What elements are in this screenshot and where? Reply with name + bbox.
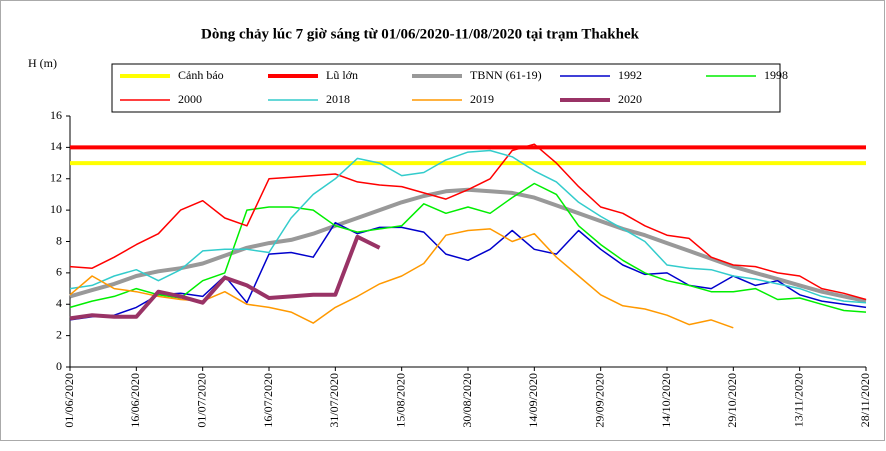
legend-label: Cảnh báo [178,68,224,82]
legend-label: 2019 [470,92,494,106]
chart-title: Dòng chảy lúc 7 giờ sáng từ 01/06/2020-1… [201,26,640,42]
x-tick-label: 13/11/2020 [791,373,805,427]
x-tick-label: 29/09/2020 [592,373,606,428]
y-tick-label: 0 [56,359,62,373]
legend-label: 1998 [764,68,788,82]
y-tick-label: 10 [50,202,62,216]
y-axis-label: H (m) [28,56,57,70]
y-tick-label: 6 [56,265,62,279]
legend-label: 2020 [618,92,642,106]
legend-label: 2018 [326,92,350,106]
y-tick-label: 16 [50,108,62,122]
legend-label: TBNN (61-19) [470,68,542,82]
y-tick-label: 12 [50,171,62,185]
x-tick-label: 01/06/2020 [62,373,76,428]
x-tick-label: 16/07/2020 [261,373,275,428]
y-tick-label: 4 [56,296,62,310]
y-tick-label: 8 [56,233,62,247]
legend-label: Lũ lớn [326,68,358,82]
legend [111,63,781,113]
x-tick-label: 29/10/2020 [725,373,739,428]
x-tick-label: 16/06/2020 [128,373,142,428]
x-tick-label: 31/07/2020 [327,373,341,428]
x-tick-label: 01/07/2020 [194,373,208,428]
series-line [69,234,381,321]
y-tick-label: 14 [50,139,62,153]
series-line [69,143,867,301]
series-line [69,228,734,329]
x-tick-label: 14/09/2020 [526,373,540,428]
series-line [69,149,867,304]
legend-label: 2000 [178,92,202,106]
x-tick-label: 30/08/2020 [460,373,474,428]
legend-label: 1992 [618,68,642,82]
x-tick-label: 28/11/2020 [858,373,872,427]
x-tick-label: 15/08/2020 [393,373,407,428]
y-tick-label: 2 [56,327,62,341]
series-line [69,182,867,313]
x-tick-label: 14/10/2020 [659,373,673,428]
